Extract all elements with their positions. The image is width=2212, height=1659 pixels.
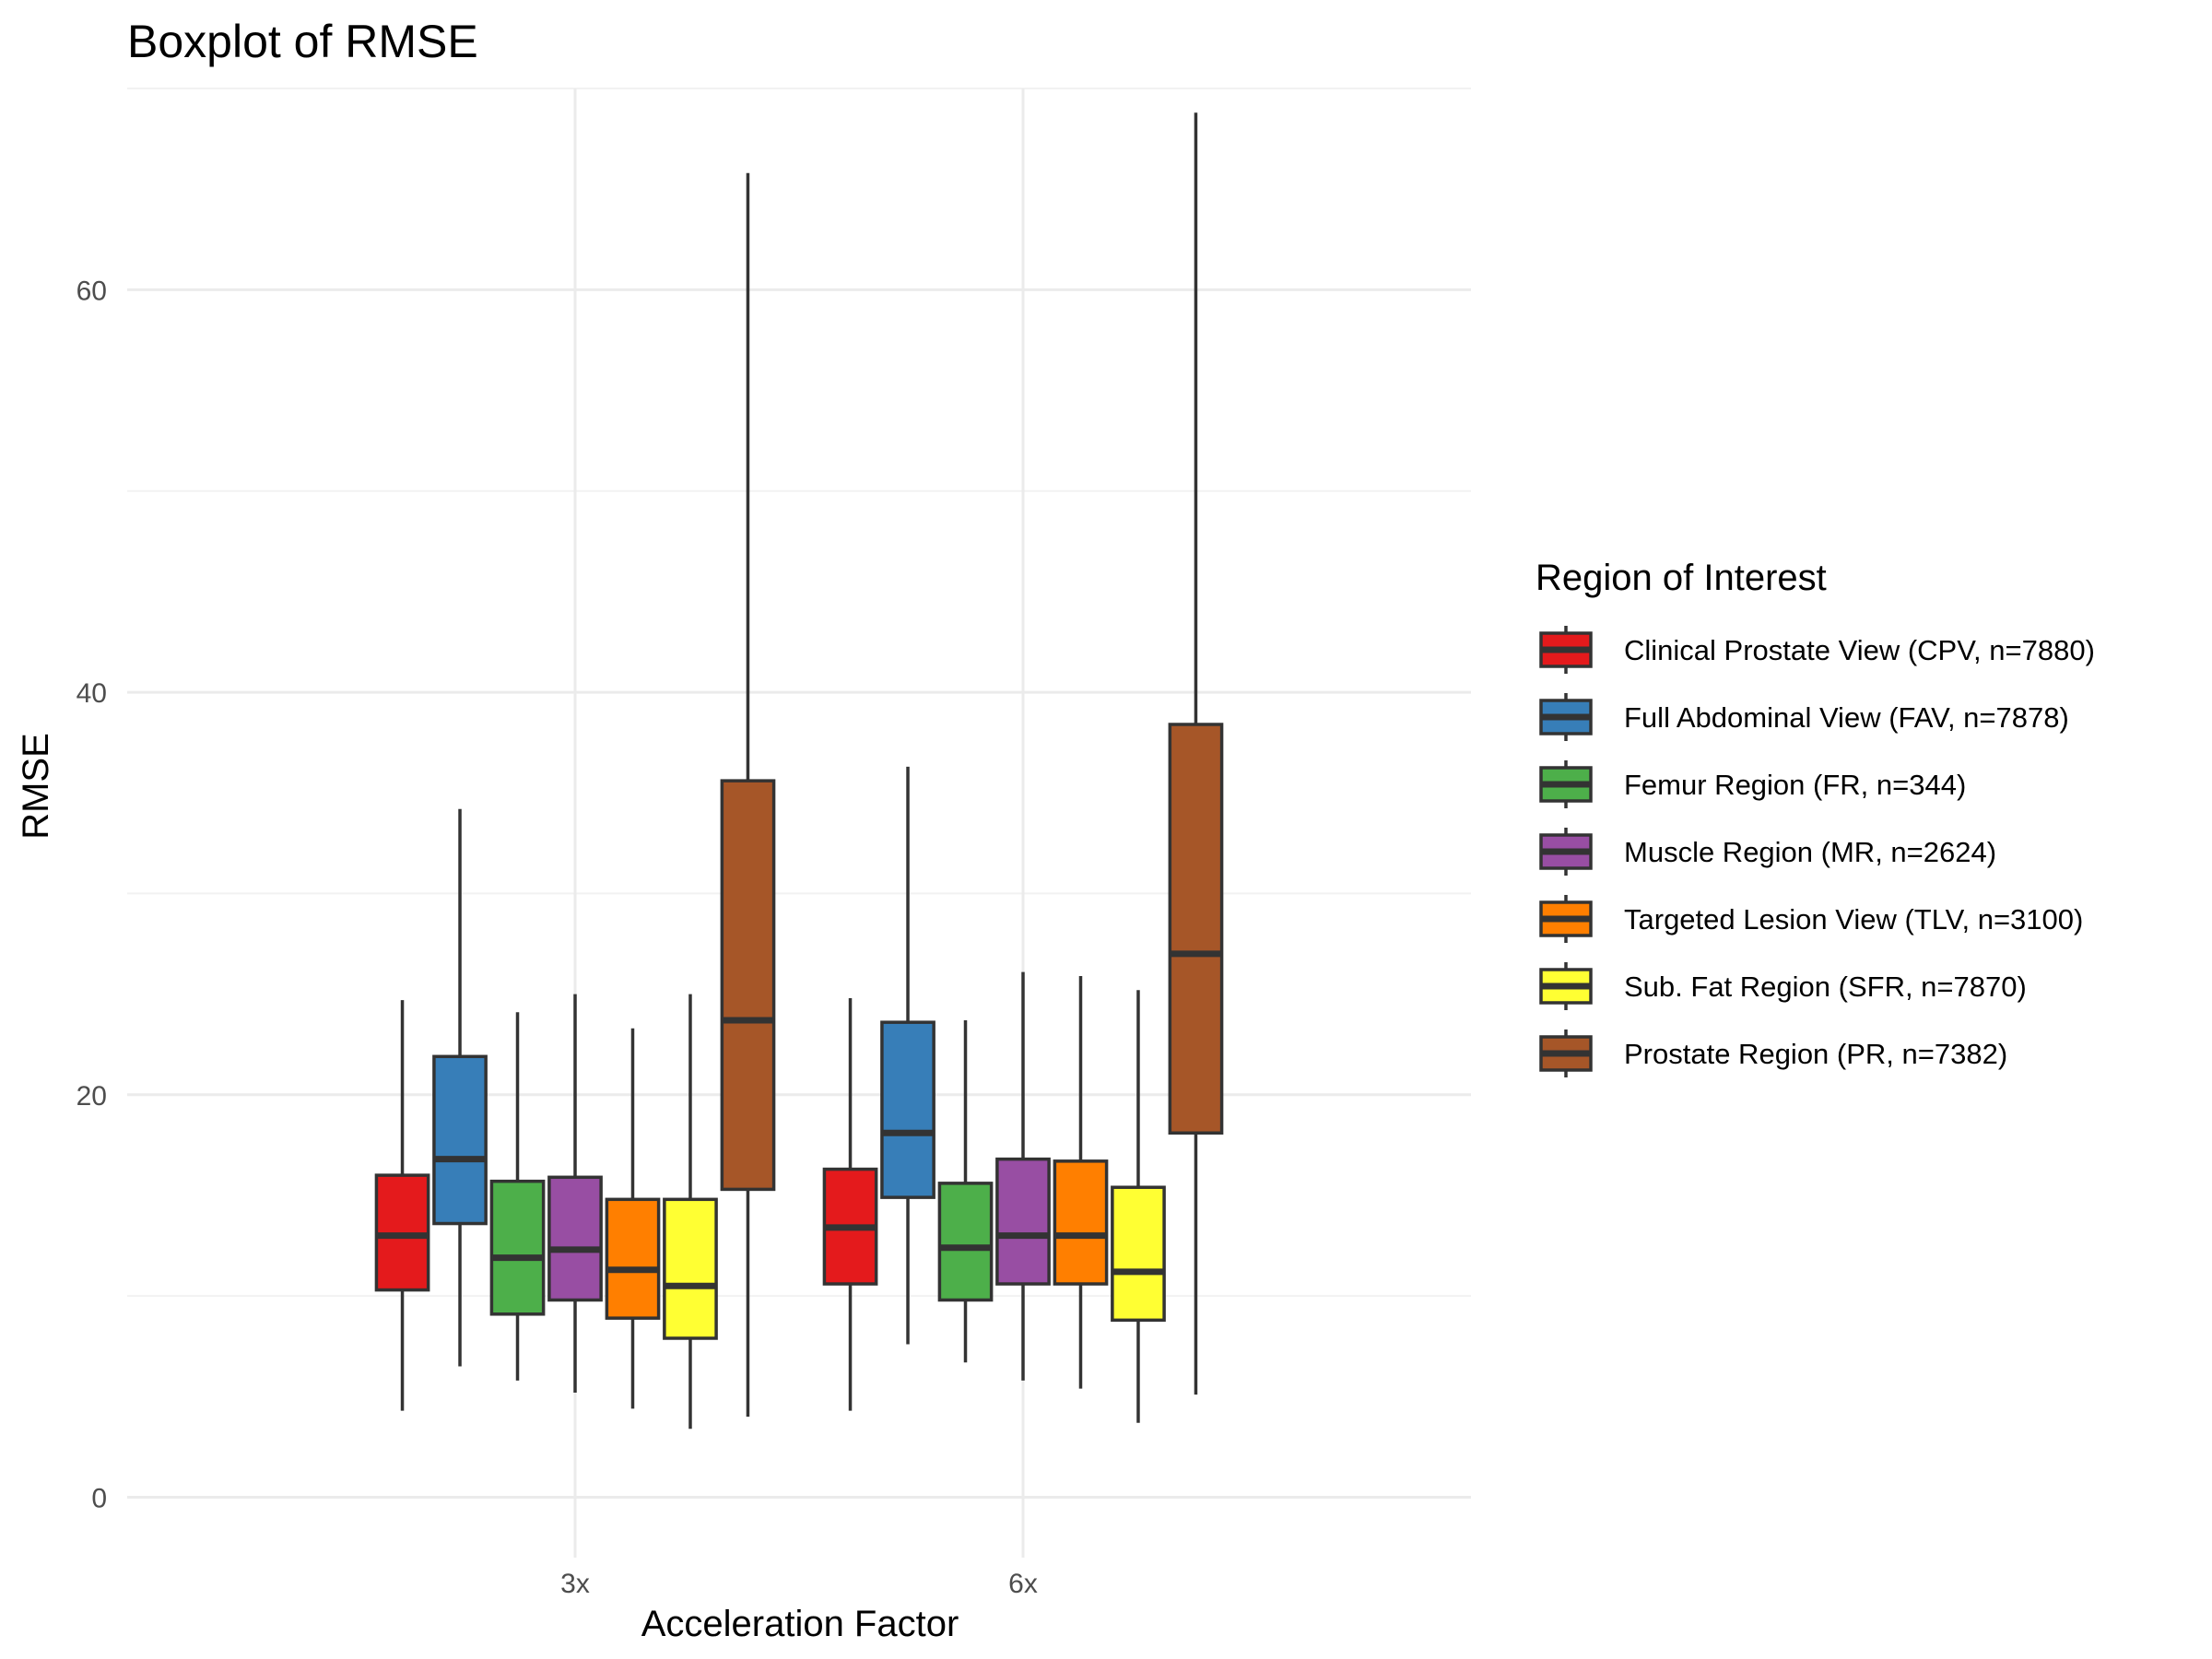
y-axis-ticks: 0 20 40 60	[76, 276, 107, 1513]
box-6x-6	[1111, 990, 1166, 1423]
y-tick-label: 0	[91, 1483, 107, 1513]
x-axis-title: Acceleration Factor	[641, 1604, 959, 1644]
legend-item: Targeted Lesion View (TLV, n=3100)	[1539, 895, 2083, 943]
box-iqr	[1111, 1185, 1166, 1323]
legend-item: Prostate Region (PR, n=7382)	[1539, 1030, 2007, 1077]
box-6x-1	[822, 997, 878, 1411]
box-iqr	[663, 1197, 718, 1340]
legend-label: Muscle Region (MR, n=2624)	[1624, 836, 1996, 868]
box-iqr	[1053, 1159, 1109, 1286]
box-3x-6	[663, 994, 718, 1430]
legend-item: Muscle Region (MR, n=2624)	[1539, 828, 1996, 876]
legend-label: Clinical Prostate View (CPV, n=7880)	[1624, 634, 2095, 666]
box-iqr	[605, 1197, 661, 1320]
box-6x-5	[1053, 975, 1109, 1389]
box-iqr	[432, 1054, 488, 1226]
legend-item: Full Abdominal View (FAV, n=7878)	[1539, 693, 2069, 741]
grid	[127, 88, 1471, 1558]
box-6x-2	[880, 766, 935, 1345]
box-iqr	[720, 779, 776, 1192]
legend-items: Clinical Prostate View (CPV, n=7880) Full…	[1539, 626, 2095, 1077]
y-axis-title: RMSE	[16, 733, 56, 840]
y-tick-label: 40	[76, 678, 107, 709]
box-3x-2	[432, 808, 488, 1367]
box-6x-7	[1168, 112, 1224, 1395]
box-iqr	[937, 1182, 994, 1302]
box-iqr	[880, 1020, 935, 1199]
x-tick-label: 6x	[1008, 1569, 1038, 1599]
box-3x-7	[720, 172, 776, 1418]
legend-title: Region of Interest	[1535, 558, 1827, 598]
x-tick-label: 3x	[560, 1569, 590, 1599]
chart-title: Boxplot of RMSE	[127, 16, 478, 67]
x-axis-ticks: 3x 6x	[560, 1569, 1038, 1599]
box-iqr	[1168, 723, 1224, 1135]
legend: Region of Interest Clinical Prostate Vie…	[1535, 558, 2095, 1077]
box-3x-1	[374, 1000, 430, 1411]
legend-label: Targeted Lesion View (TLV, n=3100)	[1624, 903, 2083, 935]
legend-label: Prostate Region (PR, n=7382)	[1624, 1038, 2007, 1070]
legend-item: Clinical Prostate View (CPV, n=7880)	[1539, 626, 2095, 674]
legend-label: Femur Region (FR, n=344)	[1624, 769, 1966, 801]
box-3x-3	[489, 1012, 546, 1381]
legend-item: Femur Region (FR, n=344)	[1539, 760, 1966, 808]
box-iqr	[489, 1179, 546, 1316]
y-tick-label: 20	[76, 1081, 107, 1112]
box-3x-4	[547, 994, 603, 1393]
box-6x-4	[995, 971, 1051, 1381]
legend-item: Sub. Fat Region (SFR, n=7870)	[1539, 962, 2027, 1010]
box-iqr	[547, 1175, 603, 1302]
box-iqr	[995, 1157, 1051, 1286]
box-6x-3	[937, 1019, 994, 1363]
y-tick-label: 60	[76, 276, 107, 306]
boxes	[374, 112, 1224, 1430]
box-3x-5	[605, 1028, 661, 1409]
legend-label: Full Abdominal View (FAV, n=7878)	[1624, 701, 2069, 734]
legend-label: Sub. Fat Region (SFR, n=7870)	[1624, 971, 2027, 1003]
